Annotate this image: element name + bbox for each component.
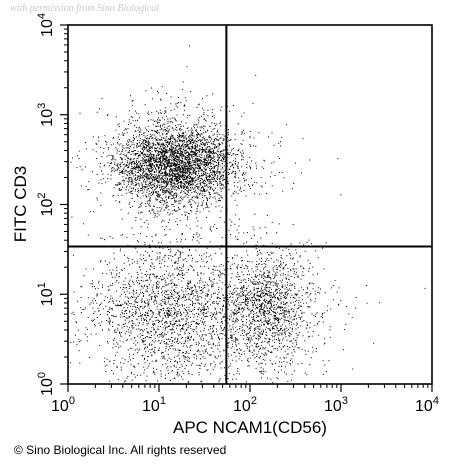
x-tick-label: 104 [415, 395, 439, 415]
y-axis-title: FITC CD3 [11, 166, 30, 243]
x-tick-label: 101 [142, 395, 166, 415]
y-tick-label: 102 [36, 193, 56, 217]
y-tick-label: 103 [36, 103, 56, 127]
y-tick-label: 104 [36, 13, 56, 37]
event-dots [70, 45, 426, 384]
x-tick-label: 100 [51, 395, 75, 415]
y-axis-ticks: 100 101 102 103 104 [36, 13, 68, 396]
copyright-notice: © Sino Biological Inc. All rights reserv… [14, 443, 227, 457]
watermark-text: with permission from Sino Biological [10, 3, 160, 14]
x-tick-label: 102 [233, 395, 257, 415]
x-tick-label: 103 [324, 395, 348, 415]
y-tick-label: 101 [36, 282, 56, 306]
event-dot-cloud [70, 45, 426, 384]
x-axis-ticks: 100 101 102 103 104 [51, 384, 439, 415]
x-axis-title: APC NCAM1(CD56) [173, 418, 327, 437]
y-tick-label: 100 [36, 372, 56, 396]
